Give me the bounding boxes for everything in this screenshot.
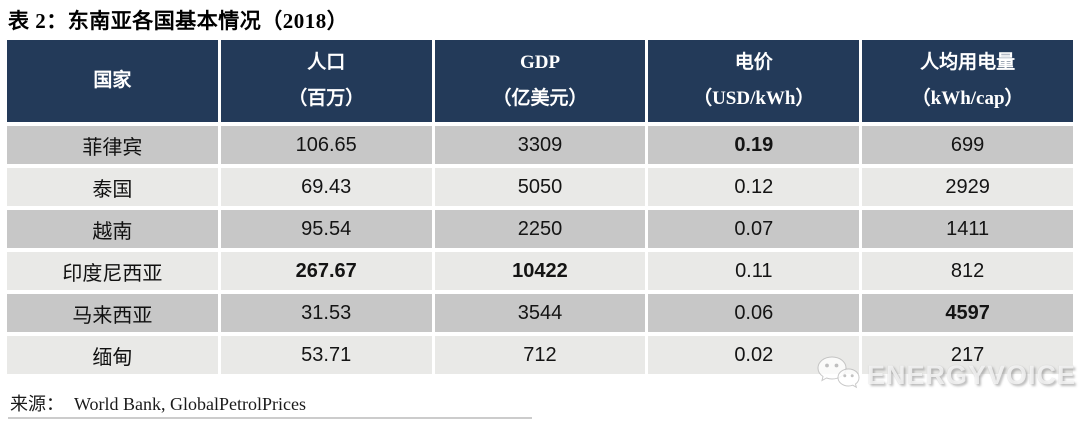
table-row-myanmar: 缅甸 53.71 712 0.02 217 (7, 336, 1073, 374)
table-header: 国家 人口 （百万） GDP （亿美元） 电价 （USD/kWh） 人均用电量 … (7, 40, 1073, 122)
population-cell: 31.53 (220, 294, 432, 332)
col-header-gdp: GDP （亿美元） (434, 40, 646, 122)
price-cell: 0.12 (648, 168, 860, 206)
source-line: 来源： World Bank, GlobalPetrolPrices (10, 390, 306, 416)
col-header-population-label: 人口 (307, 52, 346, 73)
bottom-divider (8, 417, 532, 419)
gdp-cell: 3309 (434, 126, 646, 164)
percap-cell: 699 (862, 126, 1073, 164)
col-header-gdp-label: GDP (519, 52, 561, 73)
table-row-indonesia: 印度尼西亚 267.67 10422 0.11 812 (7, 252, 1073, 290)
price-cell: 0.06 (648, 294, 860, 332)
col-header-population: 人口 （百万） (220, 40, 432, 122)
country-cell: 越南 (7, 210, 218, 248)
price-cell: 0.19 (648, 126, 860, 164)
col-header-percap-unit: （kWh/cap） (911, 88, 1024, 109)
col-header-percap-label: 人均用电量 (920, 52, 1016, 73)
price-cell: 0.11 (648, 252, 860, 290)
country-cell: 泰国 (7, 168, 218, 206)
energyvoice-watermark: ENERGYVOICE (815, 354, 1076, 397)
source-text: World Bank, GlobalPetrolPrices (74, 394, 307, 414)
wechat-icon (815, 354, 861, 397)
header-row: 国家 人口 （百万） GDP （亿美元） 电价 （USD/kWh） 人均用电量 … (7, 40, 1073, 122)
table-row-vietnam: 越南 95.54 2250 0.07 1411 (7, 210, 1073, 248)
gdp-cell: 3544 (434, 294, 646, 332)
percap-cell: 1411 (862, 210, 1073, 248)
gdp-cell: 5050 (434, 168, 646, 206)
population-cell: 106.65 (220, 126, 432, 164)
col-header-price-unit: （USD/kWh） (693, 88, 815, 109)
table-row-philippines: 菲律宾 106.65 3309 0.19 699 (7, 126, 1073, 164)
watermark-text: ENERGYVOICE (866, 360, 1076, 390)
table-body: 菲律宾 106.65 3309 0.19 699 泰国 69.43 5050 0… (7, 126, 1073, 374)
country-cell: 菲律宾 (7, 126, 218, 164)
col-header-country: 国家 (7, 40, 218, 122)
table-title: 表 2：东南亚各国基本情况（2018） (8, 9, 349, 33)
population-cell: 95.54 (220, 210, 432, 248)
price-cell: 0.07 (648, 210, 860, 248)
percap-cell: 4597 (862, 294, 1073, 332)
source-label: 来源： (10, 394, 64, 414)
population-cell: 267.67 (220, 252, 432, 290)
population-cell: 53.71 (220, 336, 432, 374)
population-cell: 69.43 (220, 168, 432, 206)
percap-cell: 812 (862, 252, 1073, 290)
country-cell: 马来西亚 (7, 294, 218, 332)
col-header-population-unit: （百万） (288, 88, 365, 109)
gdp-cell: 2250 (434, 210, 646, 248)
col-header-price: 电价 （USD/kWh） (648, 40, 860, 122)
percap-cell: 217 (862, 336, 1073, 374)
country-cell: 缅甸 (7, 336, 218, 374)
country-cell: 印度尼西亚 (7, 252, 218, 290)
col-header-percap: 人均用电量 （kWh/cap） (862, 40, 1073, 122)
gdp-cell: 712 (434, 336, 646, 374)
table-row-malaysia: 马来西亚 31.53 3544 0.06 4597 (7, 294, 1073, 332)
percap-cell: 2929 (862, 168, 1073, 206)
col-header-country-label: 国家 (93, 70, 132, 91)
col-header-price-label: 电价 (734, 52, 773, 73)
table-row-thailand: 泰国 69.43 5050 0.12 2929 (7, 168, 1073, 206)
col-header-gdp-unit: （亿美元） (492, 88, 588, 109)
gdp-cell: 10422 (434, 252, 646, 290)
country-data-table: 国家 人口 （百万） GDP （亿美元） 电价 （USD/kWh） 人均用电量 … (4, 36, 1076, 378)
